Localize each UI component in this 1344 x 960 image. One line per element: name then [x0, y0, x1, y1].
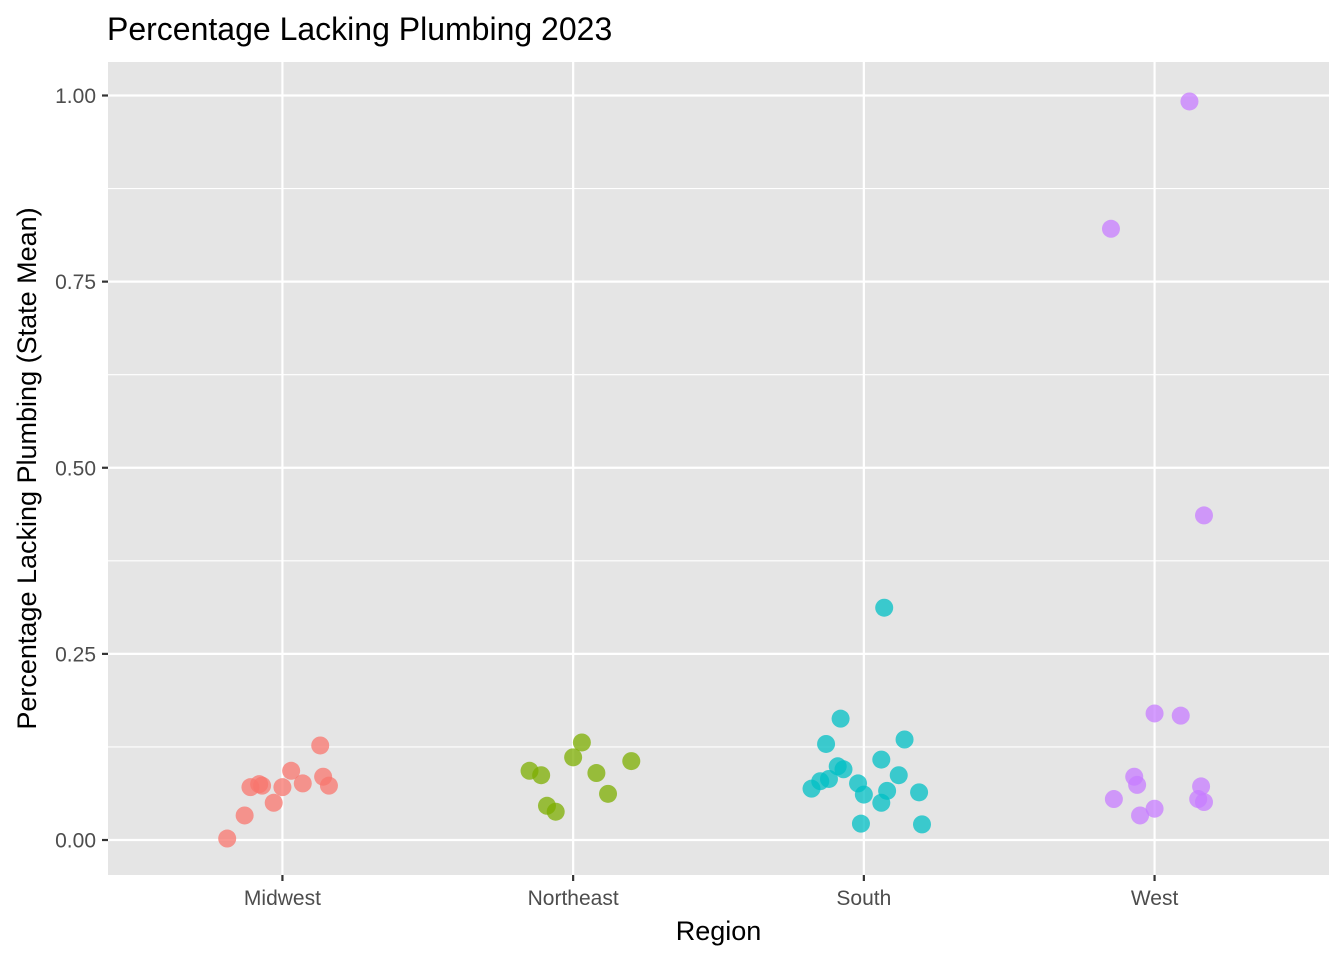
- data-point: [878, 781, 897, 800]
- y-tick-label: 0.00: [55, 830, 96, 853]
- data-point: [1101, 219, 1120, 238]
- data-point: [854, 785, 873, 804]
- data-point: [872, 750, 891, 769]
- data-point: [851, 814, 870, 833]
- data-point: [1104, 790, 1123, 809]
- data-point: [889, 766, 908, 785]
- data-point: [831, 709, 850, 728]
- data-point: [311, 736, 330, 755]
- data-point: [913, 815, 931, 834]
- x-tick-label: South: [836, 887, 891, 910]
- y-tick-label: 0.75: [55, 271, 96, 294]
- data-point: [1145, 704, 1164, 723]
- data-points: [218, 92, 1213, 848]
- data-point: [599, 784, 618, 803]
- data-point: [532, 766, 551, 785]
- data-point: [1145, 799, 1164, 818]
- data-point: [572, 733, 591, 752]
- x-tick-label: West: [1131, 887, 1179, 910]
- y-tick-label: 0.50: [55, 457, 96, 480]
- data-point: [264, 793, 283, 812]
- data-point: [253, 776, 272, 795]
- data-point: [273, 778, 292, 797]
- data-point: [546, 802, 565, 821]
- data-point: [622, 752, 641, 771]
- data-point: [587, 764, 606, 783]
- data-point: [817, 734, 836, 753]
- data-point: [1180, 92, 1199, 111]
- data-point: [1194, 506, 1213, 525]
- data-point: [218, 829, 237, 848]
- y-tick-label: 1.00: [55, 85, 96, 108]
- data-point: [875, 598, 894, 617]
- grid-lines: [108, 62, 1329, 875]
- data-point: [1194, 793, 1213, 812]
- y-axis-title: Percentage Lacking Plumbing (State Mean): [12, 207, 42, 729]
- data-point: [282, 761, 301, 780]
- axes: 0.00 0.25 0.50 0.75 1.00 Midwest Northeast Sout…: [55, 85, 1178, 910]
- y-tick-label: 0.25: [55, 643, 96, 666]
- data-point: [293, 774, 312, 793]
- data-point: [319, 776, 338, 795]
- data-point: [564, 748, 583, 767]
- data-point: [1171, 706, 1190, 725]
- data-point: [834, 760, 853, 779]
- data-point: [1128, 775, 1147, 794]
- data-point: [910, 783, 929, 802]
- data-point: [1131, 806, 1150, 825]
- x-axis-title: Region: [676, 916, 762, 946]
- x-tick-label: Northeast: [528, 887, 619, 910]
- data-point: [235, 806, 254, 825]
- data-point: [1192, 777, 1211, 796]
- data-point: [895, 730, 914, 749]
- data-point: [819, 769, 838, 788]
- chart-title: Percentage Lacking Plumbing 2023: [107, 11, 612, 47]
- x-tick-label: Midwest: [244, 887, 321, 910]
